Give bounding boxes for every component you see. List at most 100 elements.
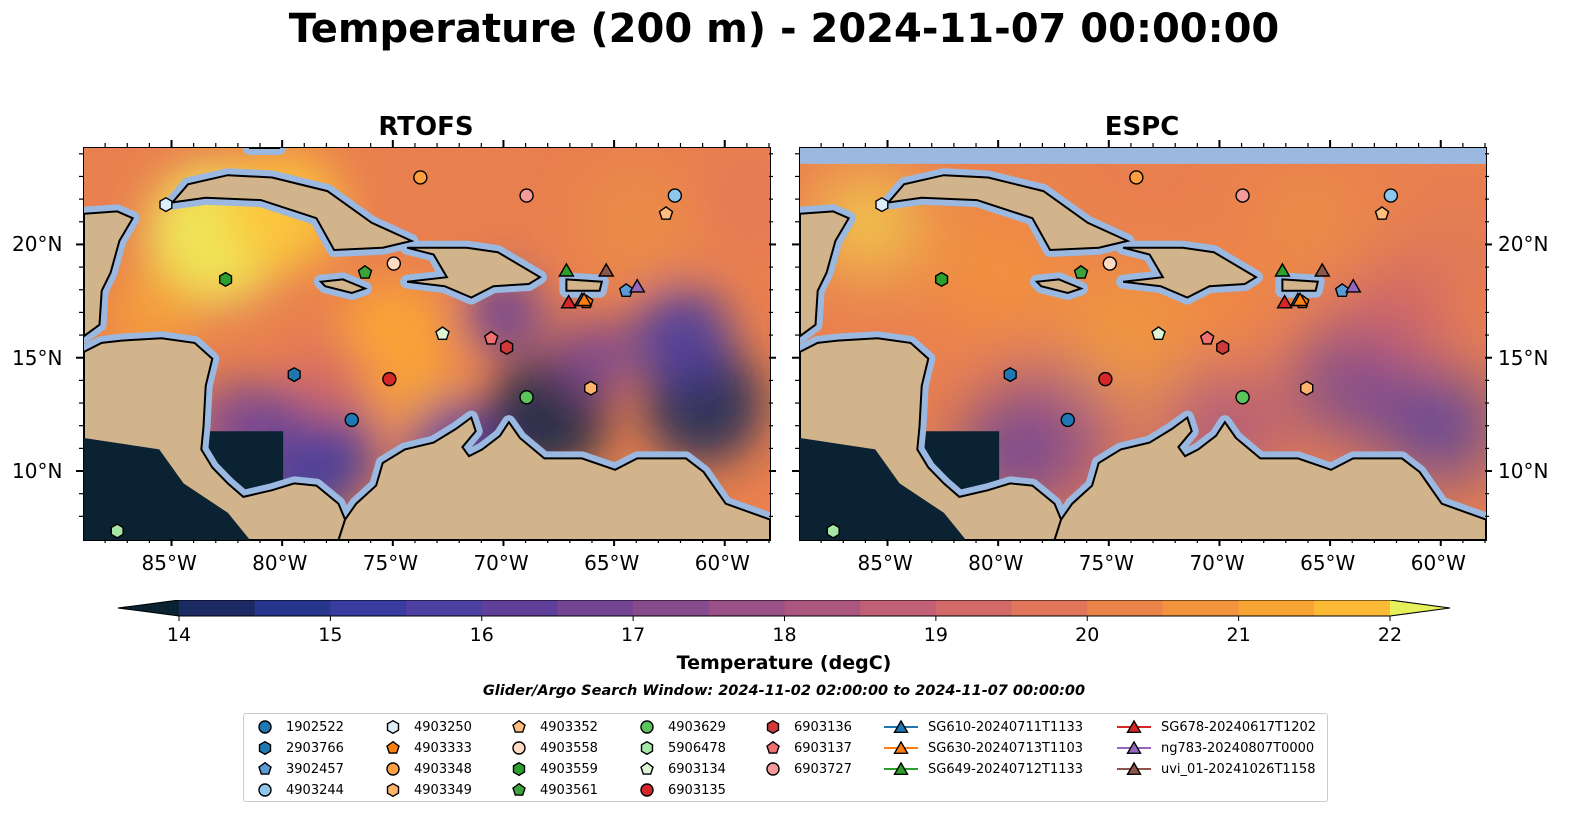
marker-4903558 — [386, 256, 402, 271]
marker-5906478 — [110, 523, 124, 539]
legend-marker — [512, 741, 526, 755]
land-southam — [1053, 415, 1486, 540]
lon-tick-label: 80°W — [252, 551, 308, 575]
legend-marker — [1126, 761, 1142, 776]
land-jamaica — [1034, 278, 1084, 295]
legend-item: ng783-20240807T0000 — [1117, 738, 1314, 758]
legend-marker-triangle-icon — [884, 719, 918, 734]
legend-label: 4903559 — [540, 761, 598, 777]
colorbar-tick-label: 18 — [772, 624, 797, 646]
legend-label: 6903135 — [668, 782, 726, 798]
legend-label: 2903766 — [286, 740, 344, 756]
legend-marker-hexagon-icon — [512, 761, 526, 777]
marker-4903629 — [1235, 390, 1250, 405]
figure-title: Temperature (200 m) - 2024-11-07 00:00:0… — [288, 6, 1280, 52]
colorbar-segment — [557, 600, 634, 616]
legend-marker — [1126, 740, 1142, 755]
legend-label: 6903727 — [794, 761, 852, 777]
lon-tick-label: 80°W — [968, 551, 1024, 575]
colorbar-segment — [708, 600, 785, 616]
pacific-ocean — [84, 438, 250, 540]
legend-marker-circle-icon — [640, 720, 654, 734]
panel-title-rtofs: RTOFS — [378, 112, 474, 142]
lon-tick-label: 75°W — [1078, 551, 1135, 575]
espc-map — [799, 147, 1487, 541]
marker-6903136 — [1216, 339, 1230, 356]
colorbar-segment — [1238, 600, 1315, 616]
legend-item: 6903136 — [762, 717, 852, 737]
land-southam — [337, 415, 770, 540]
marker-3902457 — [1334, 283, 1350, 298]
colorbar-segment — [1011, 600, 1088, 616]
legend-item: 6903134 — [636, 759, 726, 779]
rtofs-map — [83, 147, 771, 541]
legend-marker-hexagon-icon — [640, 740, 654, 756]
marker-6903727 — [1235, 188, 1250, 203]
legend-label: 4903561 — [540, 782, 598, 798]
marker-4903244 — [667, 188, 683, 203]
legend-marker-circle-icon — [766, 762, 780, 776]
legend-marker-circle-icon — [640, 783, 654, 797]
marker-6903135 — [382, 371, 397, 387]
marker-SG649-20240712T1133 — [1274, 262, 1291, 277]
lat-tick-label-right: 15°N — [1498, 345, 1549, 370]
legend-marker — [386, 782, 400, 798]
marker-6903727 — [519, 188, 534, 203]
marker-4903561 — [1073, 264, 1089, 279]
colorbar-segment — [406, 600, 483, 616]
legend-label: 5906478 — [668, 740, 726, 756]
legend-marker-pentagon-icon — [512, 719, 526, 733]
land-cuba — [170, 174, 415, 252]
colorbar-segment — [481, 600, 558, 616]
legend-marker — [386, 719, 400, 735]
legend-marker-triangle-icon — [1117, 740, 1151, 755]
marker-4903348 — [413, 170, 428, 185]
land-puertorico — [1281, 278, 1320, 292]
colorbar — [117, 600, 1451, 621]
legend-marker — [893, 719, 909, 734]
legend-marker — [512, 761, 526, 777]
marker-4903352 — [1374, 206, 1390, 220]
colorbar-tick-label: 14 — [166, 624, 192, 646]
legend-marker — [512, 782, 526, 796]
lon-tick-label: 65°W — [584, 551, 640, 575]
colorbar-segment — [1314, 600, 1391, 616]
legend-marker — [258, 740, 272, 756]
colorbar-under-arrow — [118, 600, 179, 616]
legend-item: SG649-20240712T1133 — [884, 759, 1083, 779]
marker-SG678-20240617T1202 — [560, 294, 577, 309]
legend-marker — [512, 719, 526, 733]
legend-marker-hexagon-icon — [766, 719, 780, 735]
marker-6903135 — [1098, 371, 1113, 387]
no-data-band — [800, 148, 1486, 164]
land-jamaica — [318, 278, 368, 295]
panel-title-espc: ESPC — [1104, 112, 1180, 142]
legend-marker-triangle-icon — [884, 761, 918, 776]
legend-label: SG678-20240617T1202 — [1161, 719, 1317, 735]
search-window-text: Glider/Argo Search Window: 2024-11-02 02… — [482, 683, 1086, 699]
colorbar-segment — [179, 600, 256, 616]
legend-item: SG678-20240617T1202 — [1117, 717, 1316, 737]
marker-4903561 — [357, 264, 373, 279]
legend-item: 4903559 — [508, 759, 598, 779]
legend-label: 6903137 — [794, 740, 852, 756]
marker-4903349 — [1300, 380, 1314, 396]
legend-marker — [258, 720, 272, 734]
legend-item: 4903349 — [382, 780, 472, 800]
legend-item: SG610-20240711T1133 — [884, 717, 1083, 737]
legend-label: 6903136 — [794, 719, 852, 735]
legend-item: 6903727 — [762, 759, 852, 779]
legend-marker — [893, 740, 909, 755]
legend-item: SG630-20240713T1103 — [884, 738, 1083, 758]
marker-SG678-20240617T1202 — [1276, 294, 1293, 309]
colorbar-segment — [330, 600, 407, 616]
legend-label: 4903352 — [540, 719, 598, 735]
legend-item: uvi_01-20241026T1158 — [1117, 759, 1315, 779]
legend-marker-pentagon-icon — [512, 782, 526, 796]
legend: 1902522 2903766 3902457 4903244 4903250 49033… — [243, 713, 1328, 802]
lon-tick-label: 65°W — [1300, 551, 1356, 575]
marker-6903137 — [1199, 330, 1215, 345]
marker-4903558 — [1102, 256, 1118, 271]
marker-3902457 — [618, 283, 634, 298]
marker-4903244 — [1383, 188, 1399, 203]
